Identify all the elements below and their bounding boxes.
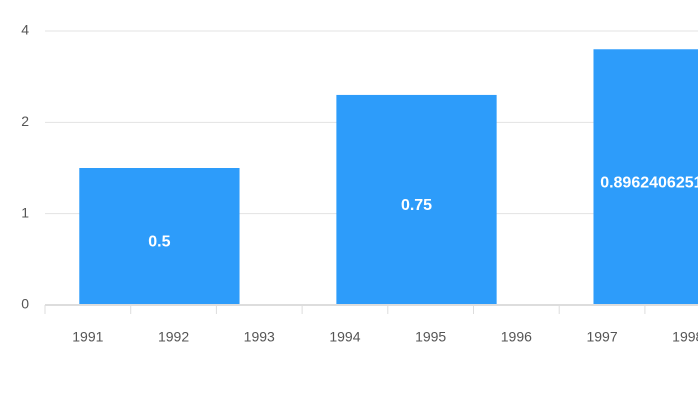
bar — [593, 49, 698, 306]
x-tick-label: 1998 — [672, 329, 698, 345]
y-tick-label: 0 — [21, 296, 29, 312]
y-tick-label: 2 — [21, 113, 29, 129]
y-tick-label: 1 — [21, 204, 29, 220]
x-tick-label: 1992 — [158, 329, 189, 345]
x-tick-label: 1993 — [244, 329, 275, 345]
data-label: 0.5 — [148, 234, 170, 251]
y-tick-label: 4 — [21, 22, 29, 38]
x-tick-label: 1995 — [415, 329, 446, 345]
x-tick-label: 1991 — [72, 329, 103, 345]
bar — [79, 168, 240, 305]
x-tick-label: 1997 — [586, 329, 617, 345]
data-label: 0.75 — [401, 197, 432, 214]
data-label: 0.896240625180289 — [600, 174, 698, 191]
x-tick-label: 1994 — [329, 329, 360, 345]
bar — [336, 94, 497, 305]
x-tick-label: 1996 — [501, 329, 532, 345]
